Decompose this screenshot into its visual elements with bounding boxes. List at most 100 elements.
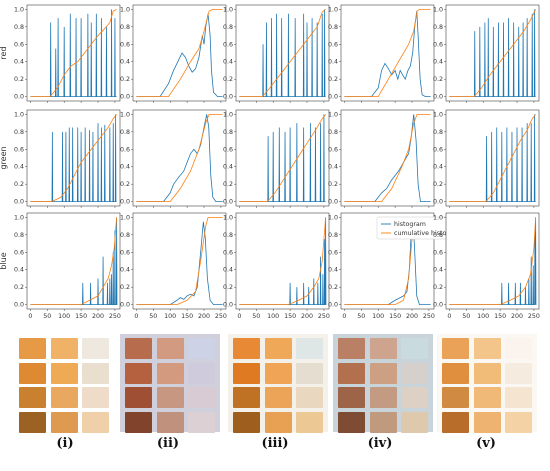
y-tick-label: 1.0	[120, 111, 130, 118]
y-tick-label: 0.8	[14, 232, 24, 239]
x-tick-label: 150	[389, 313, 401, 320]
panel-red-5: 0.0 0.2 0.4 0.6 0.8 1.0	[433, 4, 540, 103]
color-patch	[296, 411, 323, 433]
x-tick-label: 100	[477, 313, 489, 320]
y-tick-label: 0.4	[14, 164, 24, 171]
x-tick-label: 150	[494, 313, 506, 320]
y-tick-label: 0.8	[328, 24, 338, 31]
panel-red-4: 0.0 0.2 0.4 0.6 0.8 1.0	[328, 4, 435, 103]
y-tick-label: 0.2	[433, 181, 443, 188]
y-tick-label: 0.6	[433, 249, 443, 256]
y-tick-label: 0.2	[120, 76, 130, 83]
x-tick-label: 200	[301, 313, 313, 320]
y-tick-label: 0.4	[433, 59, 443, 66]
color-patch	[188, 338, 215, 359]
panel-green-5: 0.0 0.2 0.4 0.6 0.8 1.0	[433, 109, 540, 208]
y-tick-label: 0.2	[328, 181, 338, 188]
color-patch	[401, 387, 428, 408]
row-label-blue: blue	[0, 252, 8, 269]
color-patch	[338, 411, 365, 433]
color-patch	[442, 387, 469, 408]
legend-cumulative-label: cumulative histogram	[394, 230, 463, 237]
y-tick-label: 0.8	[328, 129, 338, 136]
y-tick-label: 1.0	[328, 6, 338, 13]
y-tick-label: 0.8	[14, 129, 24, 136]
color-patch	[369, 362, 397, 384]
color-patch	[19, 387, 46, 408]
x-tick-label: 50	[252, 313, 260, 320]
y-tick-label: 0.8	[223, 232, 233, 239]
x-tick-label: 100	[58, 313, 70, 320]
color-patch	[442, 411, 469, 433]
color-patch	[82, 387, 109, 408]
sample-image-4	[333, 334, 433, 433]
x-tick-label: 150	[181, 313, 193, 320]
caption-iv: (iv)	[367, 436, 393, 451]
y-tick-label: 0.4	[14, 59, 24, 66]
y-tick-label: 1.0	[223, 6, 233, 13]
y-tick-label: 1.0	[433, 111, 443, 118]
y-tick-label: 0.6	[223, 146, 233, 153]
cumulative-histogram-line	[449, 9, 536, 98]
y-tick-label: 0.8	[433, 24, 443, 31]
y-tick-label: 0.8	[14, 24, 24, 31]
x-tick-label: 250	[215, 313, 227, 320]
color-patch	[338, 387, 365, 408]
color-patch	[338, 338, 365, 359]
x-tick-label: 50	[149, 313, 157, 320]
panel-frame	[340, 109, 435, 207]
color-patch	[50, 338, 78, 359]
y-tick-label: 0.4	[14, 267, 24, 274]
color-patch	[369, 338, 397, 359]
color-patch	[505, 387, 532, 408]
y-tick-label: 1.0	[328, 111, 338, 118]
x-tick-label: 50	[462, 313, 470, 320]
y-tick-label: 0.0	[120, 199, 130, 206]
cumulative-histogram-line	[239, 9, 326, 98]
cumulative-histogram-line	[30, 114, 117, 203]
y-tick-label: 1.0	[433, 6, 443, 13]
x-tick-label: 0	[28, 313, 32, 320]
x-tick-label: 150	[284, 313, 296, 320]
color-patch	[82, 362, 109, 384]
histogram-line	[136, 13, 223, 98]
y-tick-label: 0.2	[14, 181, 24, 188]
panel-green-4: 0.0 0.2 0.4 0.6 0.8 1.0	[328, 109, 435, 208]
row-label-green: green	[0, 146, 8, 169]
y-tick-label: 0.0	[433, 302, 443, 309]
color-patch	[264, 338, 292, 359]
x-tick-label: 0	[447, 313, 451, 320]
color-patch	[188, 411, 215, 433]
histogram-line	[239, 114, 326, 203]
y-tick-label: 0.8	[120, 232, 130, 239]
panel-green-3: 0.0 0.2 0.4 0.6 0.8 1.0	[223, 109, 330, 208]
y-tick-label: 0.0	[433, 94, 443, 101]
panel-frame	[26, 4, 121, 102]
color-patch	[50, 387, 78, 408]
y-tick-label: 0.8	[223, 24, 233, 31]
y-tick-label: 0.2	[120, 181, 130, 188]
color-patch	[125, 387, 152, 408]
color-patch	[82, 338, 109, 359]
cumulative-histogram-line	[30, 9, 117, 98]
y-tick-label: 1.0	[433, 214, 443, 221]
color-patch	[125, 338, 152, 359]
x-tick-label: 200	[511, 313, 523, 320]
histogram-line	[449, 9, 536, 98]
y-tick-label: 0.6	[328, 146, 338, 153]
color-patch	[505, 411, 532, 433]
histogram-line	[449, 114, 536, 203]
color-patch	[50, 411, 78, 433]
y-tick-label: 0.6	[14, 146, 24, 153]
y-tick-label: 0.8	[328, 232, 338, 239]
sample-image-3	[228, 334, 328, 433]
y-tick-label: 0.4	[120, 267, 130, 274]
cumulative-histogram-line	[449, 114, 536, 203]
y-tick-label: 1.0	[223, 111, 233, 118]
y-tick-label: 0.0	[328, 302, 338, 309]
panel-red-1: 0.0 0.2 0.4 0.6 0.8 1.0	[14, 4, 121, 103]
cumulative-histogram-line	[136, 113, 223, 203]
x-tick-label: 250	[528, 313, 540, 320]
histogram-line	[449, 217, 537, 306]
color-patch	[264, 387, 292, 408]
